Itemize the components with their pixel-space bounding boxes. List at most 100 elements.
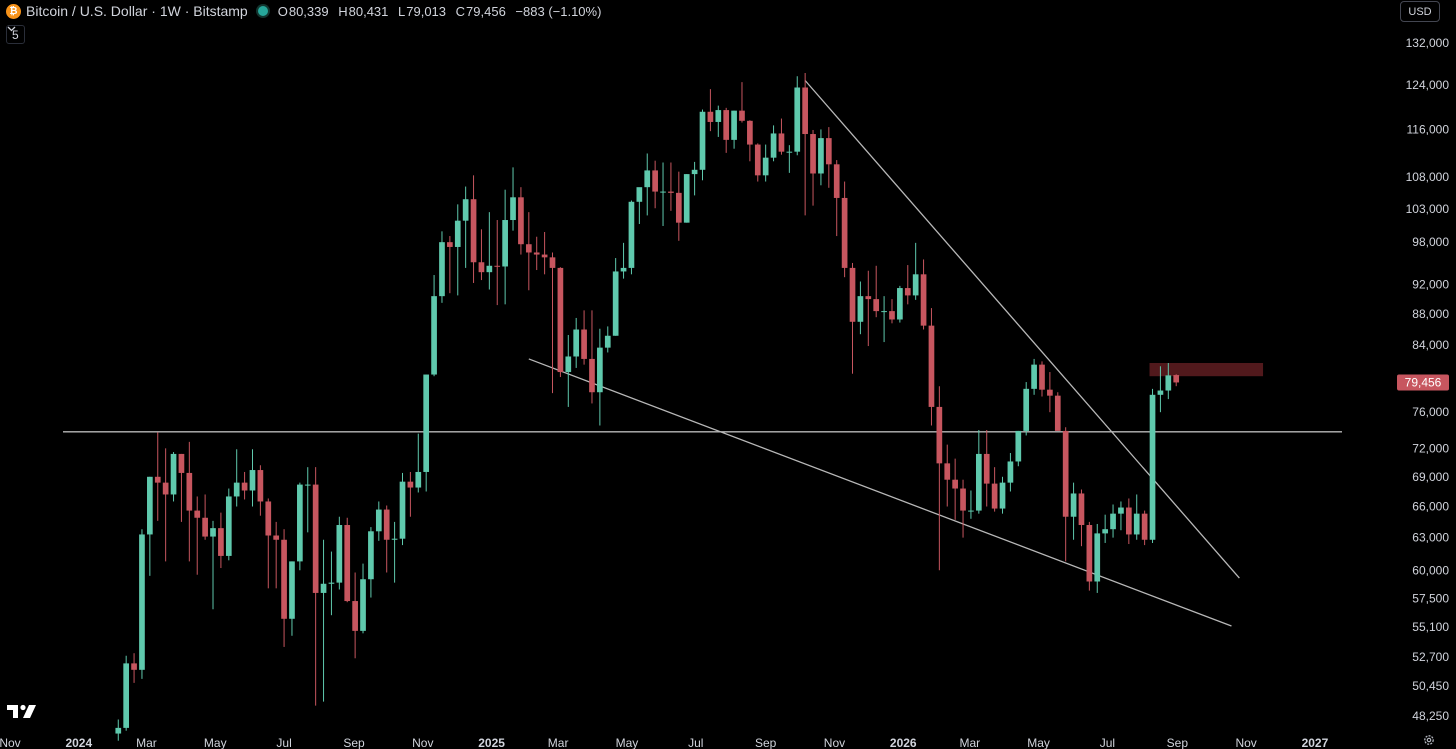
candle[interactable] [525, 212, 532, 291]
candle[interactable] [841, 181, 848, 278]
indicators-toggle-button[interactable]: 5 [6, 25, 25, 44]
candle[interactable] [802, 73, 808, 216]
candle[interactable] [541, 232, 548, 275]
candle[interactable] [462, 186, 469, 268]
candle[interactable] [1173, 374, 1180, 387]
candle[interactable] [731, 110, 737, 149]
candle[interactable] [739, 82, 745, 123]
candle[interactable] [975, 430, 982, 514]
candle[interactable] [747, 120, 753, 162]
candle[interactable] [723, 107, 730, 153]
candle[interactable] [123, 655, 130, 731]
candle[interactable] [233, 449, 240, 507]
candle[interactable] [810, 129, 816, 206]
candle[interactable] [1141, 510, 1148, 546]
candle[interactable] [897, 285, 903, 323]
candle[interactable] [218, 512, 224, 569]
candle[interactable] [604, 326, 611, 353]
gear-icon[interactable] [1422, 733, 1436, 747]
candle[interactable] [991, 467, 998, 512]
resistance-zone[interactable] [1149, 362, 1264, 377]
candle[interactable] [865, 270, 872, 347]
candle[interactable] [968, 490, 974, 519]
candle[interactable] [139, 529, 145, 679]
candle[interactable] [257, 465, 264, 516]
candle[interactable] [1157, 366, 1164, 413]
candle[interactable] [770, 125, 777, 162]
symbol-header[interactable]: ₿ Bitcoin / U.S. Dollar · 1W · Bitstamp … [6, 2, 607, 20]
candle[interactable] [1149, 388, 1156, 543]
candle[interactable] [494, 220, 501, 306]
candle[interactable] [1125, 498, 1132, 545]
candle[interactable] [1094, 523, 1101, 593]
candle[interactable] [210, 520, 216, 610]
candle[interactable] [881, 296, 887, 343]
symbol-title[interactable]: Bitcoin / U.S. Dollar · 1W · Bitstamp [26, 3, 248, 19]
candle[interactable] [825, 127, 832, 188]
candle[interactable] [999, 476, 1006, 514]
candle[interactable] [265, 498, 272, 589]
candle[interactable] [557, 267, 564, 378]
candle[interactable] [352, 572, 358, 659]
candle[interactable] [589, 310, 595, 404]
candle[interactable] [312, 467, 319, 706]
candle[interactable] [502, 189, 508, 305]
candle[interactable] [715, 105, 722, 137]
candle[interactable] [281, 529, 287, 647]
candle[interactable] [786, 145, 793, 173]
candle[interactable] [1070, 482, 1077, 540]
candle[interactable] [225, 488, 232, 561]
candle[interactable] [754, 143, 761, 182]
candle[interactable] [447, 236, 453, 294]
candle[interactable] [1110, 504, 1116, 538]
candle[interactable] [960, 479, 966, 538]
candle[interactable] [336, 516, 343, 590]
candle[interactable] [1165, 362, 1172, 400]
candle[interactable] [565, 334, 572, 407]
candle[interactable] [818, 129, 824, 186]
candle[interactable] [423, 374, 430, 492]
candle[interactable] [162, 448, 169, 562]
candle[interactable] [1054, 392, 1061, 431]
candle[interactable] [944, 444, 951, 507]
candle[interactable] [644, 153, 651, 216]
candle[interactable] [628, 200, 635, 275]
candle[interactable] [928, 308, 935, 426]
candle[interactable] [147, 476, 153, 576]
candle[interactable] [518, 187, 524, 255]
candle[interactable] [241, 471, 248, 500]
candle[interactable] [794, 76, 801, 156]
candle[interactable] [778, 118, 785, 155]
candle[interactable] [273, 521, 280, 589]
candle[interactable] [1047, 372, 1053, 413]
candle[interactable] [478, 229, 485, 281]
candle[interactable] [249, 449, 256, 507]
candle[interactable] [194, 496, 201, 575]
descending-trendline[interactable] [804, 80, 1240, 579]
candle[interactable] [597, 328, 603, 426]
candle[interactable] [983, 430, 990, 507]
candle[interactable] [707, 89, 714, 132]
candle[interactable] [904, 265, 911, 305]
candle[interactable] [178, 453, 185, 522]
candle[interactable] [620, 242, 627, 279]
candle[interactable] [581, 310, 587, 365]
candle[interactable] [368, 527, 374, 598]
candle[interactable] [762, 144, 769, 182]
candle[interactable] [115, 719, 122, 741]
candle[interactable] [636, 187, 643, 224]
candle[interactable] [289, 561, 295, 636]
candle[interactable] [186, 441, 193, 562]
candle[interactable] [1031, 358, 1037, 395]
candle[interactable] [510, 167, 516, 231]
candle[interactable] [549, 252, 556, 394]
candle[interactable] [328, 551, 335, 616]
candle[interactable] [1039, 361, 1045, 397]
candle[interactable] [407, 471, 414, 517]
candle[interactable] [1118, 501, 1124, 531]
candle[interactable] [691, 161, 698, 196]
candle[interactable] [415, 433, 422, 493]
market-status-icon[interactable] [257, 6, 268, 16]
candle[interactable] [920, 259, 927, 330]
